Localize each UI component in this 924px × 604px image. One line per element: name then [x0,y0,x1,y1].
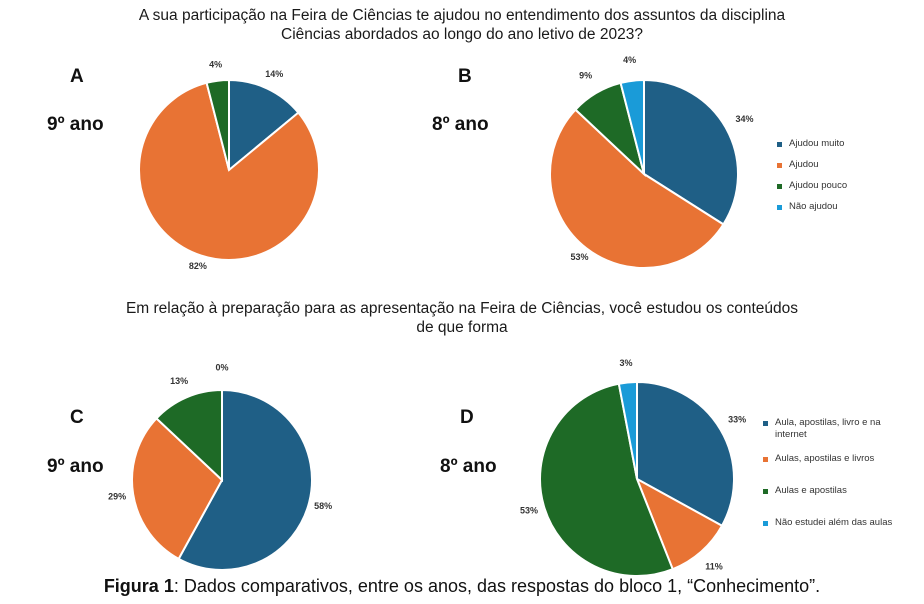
bottom-title-line2: de que forma [416,319,508,336]
pie-data-label: 34% [735,114,753,124]
pie-data-label: 33% [728,415,746,425]
pie-slice [228,78,300,173]
pie-slice [549,108,725,269]
pie-data-label: 53% [570,252,588,262]
panel-letter-c: C [70,407,84,428]
legend-item: Ajudou [777,159,897,171]
panel-d-year: 8º ano [440,456,497,477]
pie-data-label: 82% [189,261,207,271]
legend-item: Aula, apostilas, livro e na internet [763,417,893,441]
pie-slice [177,388,313,571]
panel-c-year: 9º ano [47,456,104,477]
pie-data-label: 58% [314,501,332,511]
pie-data-label: 9% [579,70,592,80]
pie-chart-c: 58% 29% 13% 0% [108,363,332,571]
pie-data-label: 29% [108,492,126,502]
legend-swatch-lightblue [777,205,782,210]
legend-label: Ajudou pouco [789,180,848,191]
pie-data-label: 11% [705,561,723,571]
pie-slice [539,382,675,577]
legend-label: Aulas e apostilas [775,485,847,496]
legend-swatch-blue [777,142,782,147]
pie-chart-d: 33% 11% 53% 3% [520,358,746,577]
legend-swatch-green [777,184,782,189]
legend-item: Aulas, apostilas e livros [763,453,893,465]
pie-slice [617,380,638,480]
legend-swatch-orange [777,163,782,168]
pie-slice [619,78,645,175]
legend-swatch-orange [763,457,768,462]
figure-caption: Figura 1: Dados comparativos, entre os a… [0,576,924,597]
pie-data-label: 13% [170,376,188,386]
pie-data-label: 3% [620,358,633,368]
legend-bottom: Aula, apostilas, livro e na internet Aul… [763,417,893,538]
panel-b-year: 8º ano [432,114,489,135]
pie-data-label: 53% [520,505,538,515]
legend-item: Não estudei além das aulas [763,517,893,529]
pie-slice [205,78,230,171]
legend-swatch-blue [763,421,768,426]
pie-chart-b: 34% 53% 9% 4% [549,55,754,269]
legend-label: Não ajudou [789,201,838,212]
legend-item: Ajudou pouco [777,180,897,192]
legend-swatch-green [763,489,768,494]
pie-slice [636,380,735,528]
pie-slice [138,81,320,261]
panel-a-year: 9º ano [47,114,104,135]
pie-data-label: 14% [265,69,283,79]
legend-label: Ajudou [789,159,819,170]
top-title-line2: Ciências abordados ao longo do ano letiv… [281,26,643,43]
pie-data-label: 0% [215,363,228,373]
pie-slice [154,388,223,483]
legend-label: Ajudou muito [789,138,845,149]
pie-slice [131,416,224,561]
legend-swatch-lightblue [763,521,768,526]
bottom-title-line1: Em relação à preparação para as apresent… [125,300,799,317]
panel-letter-b: B [458,66,472,87]
legend-label: Não estudei além das aulas [775,517,893,528]
pie-data-label: 4% [623,55,636,65]
legend-top: Ajudou muito Ajudou Ajudou pouco Não aju… [777,138,897,222]
pie-data-label: 4% [209,60,222,70]
legend-label: Aulas, apostilas e livros [775,453,875,464]
caption-text: : Dados comparativos, entre os anos, das… [173,576,821,596]
legend-item: Não ajudou [777,201,897,213]
pie-slice [635,476,724,571]
panel-letter-a: A [70,66,84,87]
legend-item: Ajudou muito [777,138,897,150]
pie-chart-a: 14% 82% 4% [138,60,320,271]
caption-label: Figura 1 [103,576,174,596]
top-title-line1: A sua participação na Feira de Ciências … [138,7,786,24]
legend-label: Aula, apostilas, livro e na internet [775,417,881,440]
legend-item: Aulas e apostilas [763,485,893,497]
panel-letter-d: D [460,407,474,428]
